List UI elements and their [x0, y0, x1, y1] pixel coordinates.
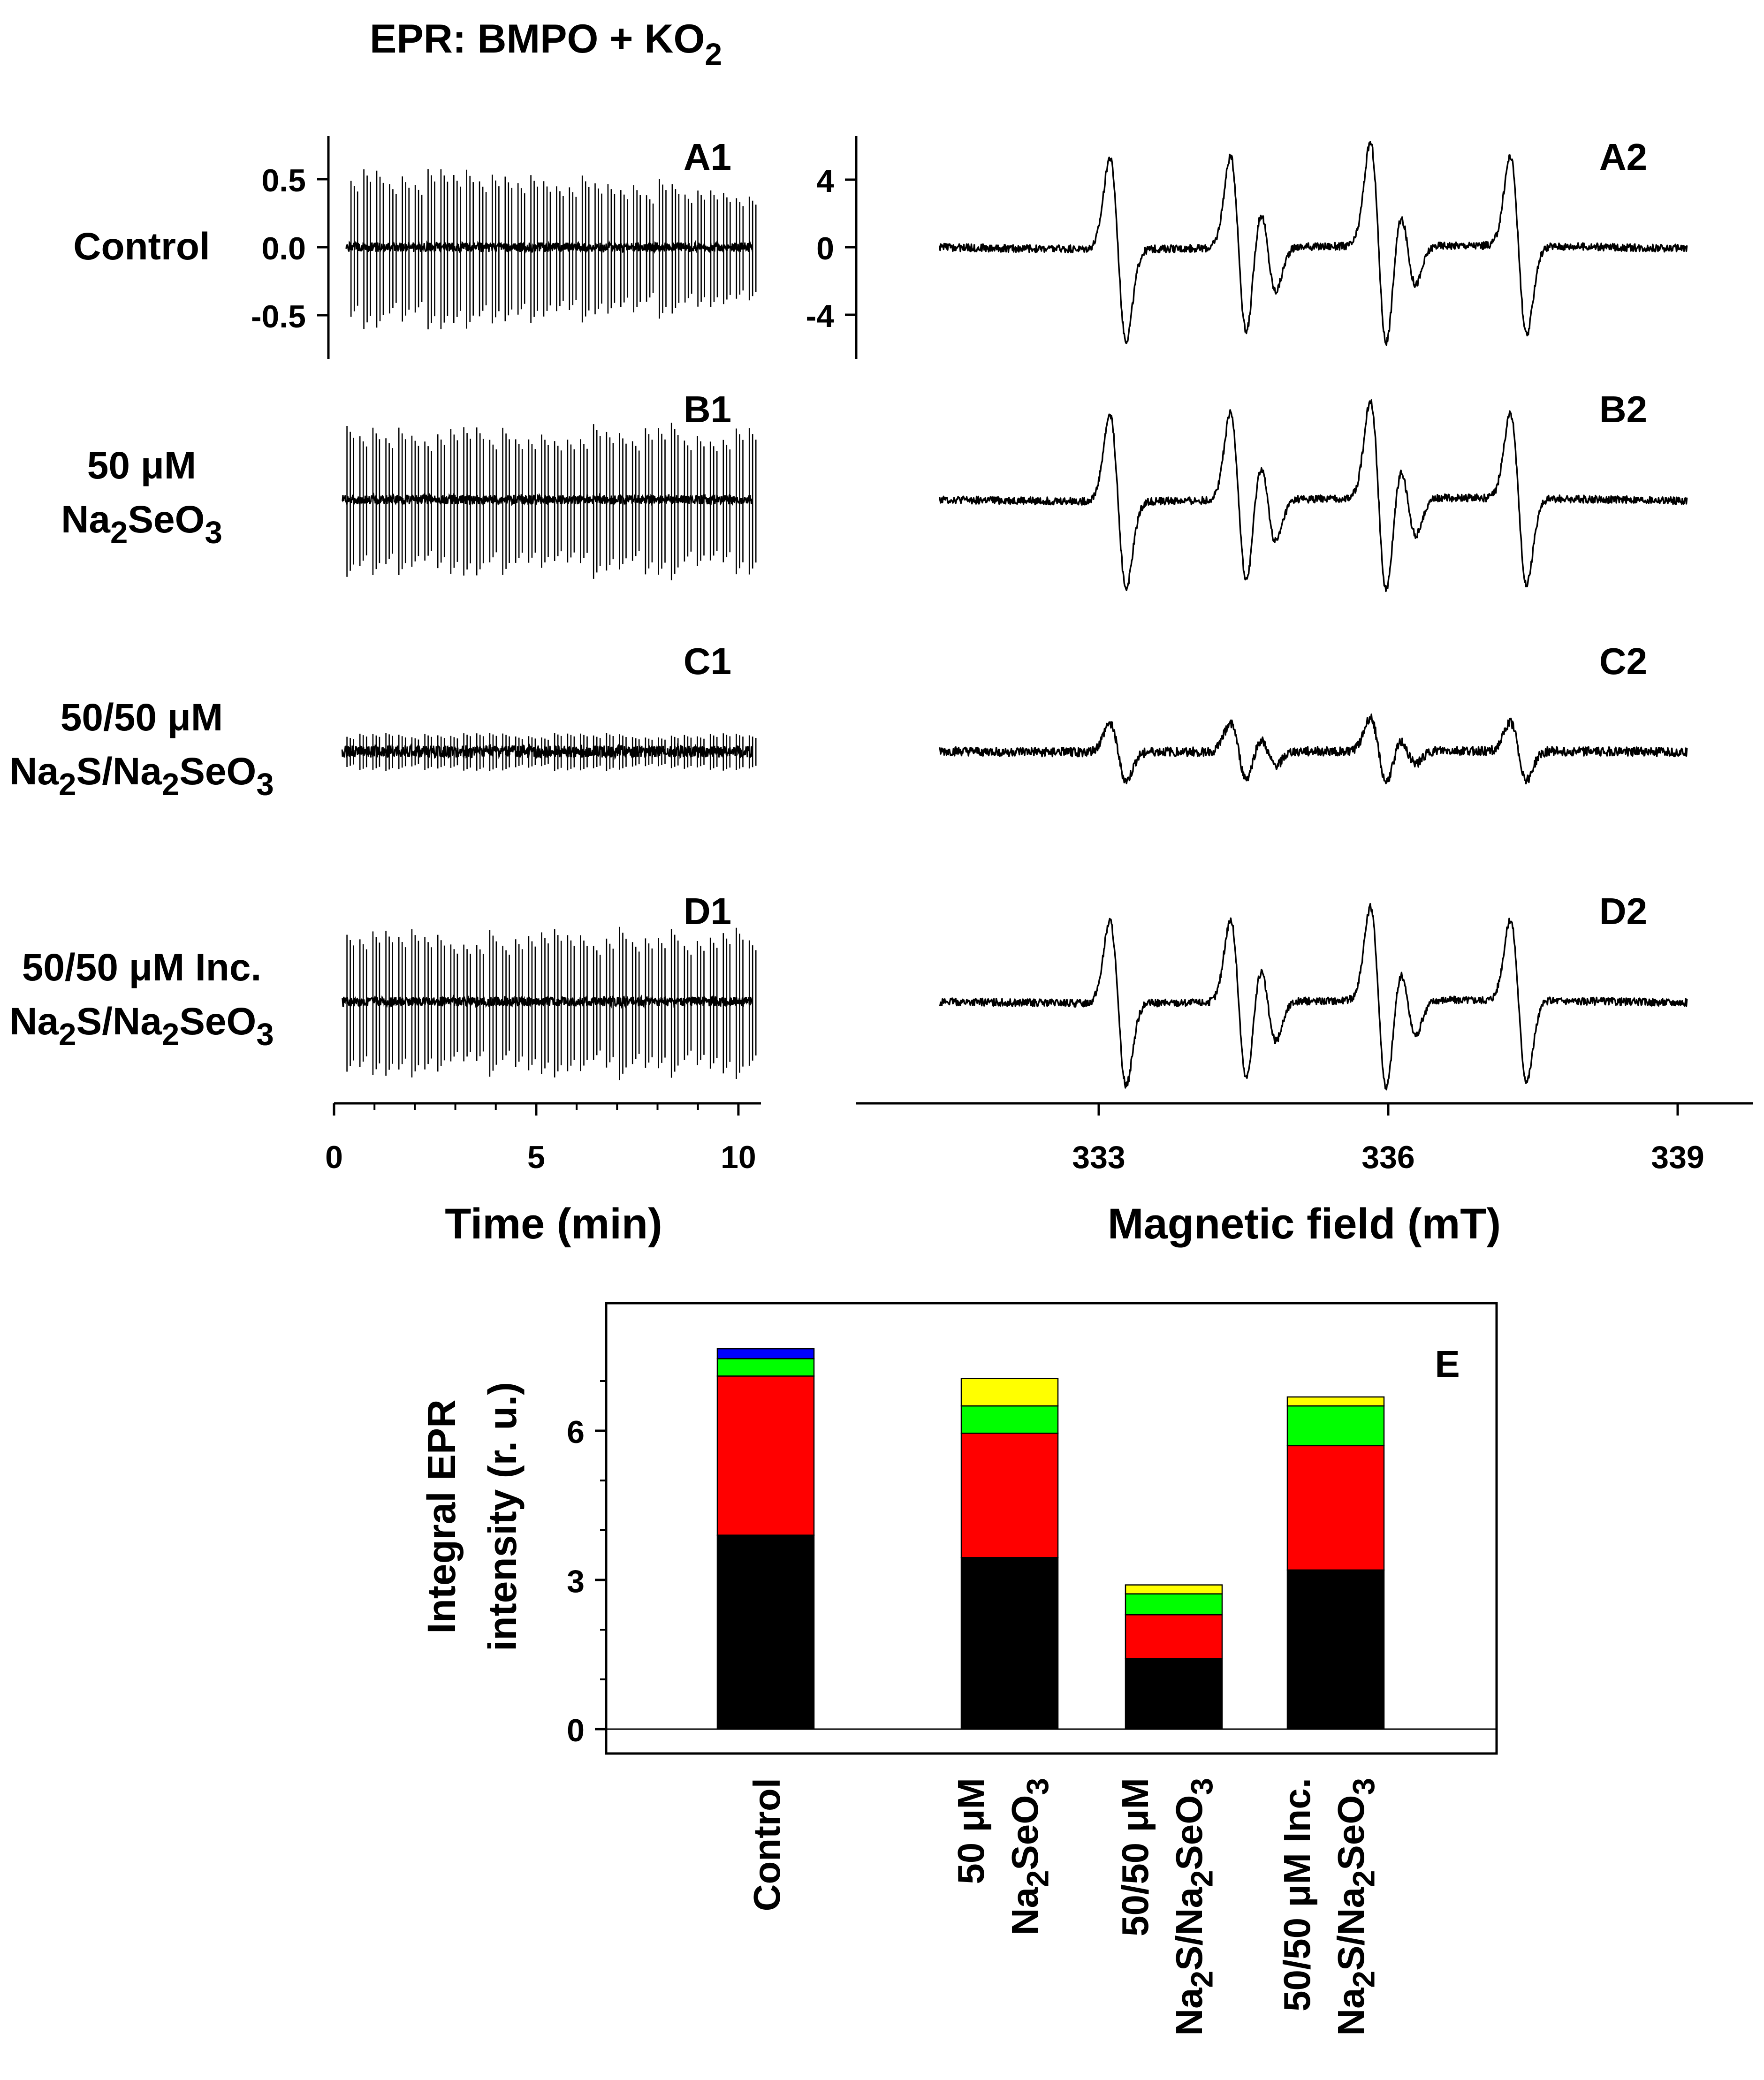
time-x-axis-label: Time (min)	[445, 1200, 662, 1248]
time-traces-panel: 0.5 0.0 -0.5 A1 B1 C1 D1 0 5 10 Time (min)	[251, 136, 761, 1248]
field-x-tick-label: 336	[1361, 1139, 1414, 1175]
bar-category-label-1-line1: Control	[746, 1778, 788, 1911]
field-x-tick-label: 333	[1072, 1139, 1125, 1175]
panel-label-b2: B2	[1599, 388, 1647, 430]
panel-label-c1: C1	[684, 640, 731, 682]
time-x-tick-label: 10	[721, 1139, 756, 1175]
bar-segment-black-2	[960, 1557, 1059, 1730]
bar-segment-green-2	[960, 1405, 1059, 1434]
field-y-tick-label: 0	[816, 231, 834, 266]
row-label-d-line1: 50/50 μM Inc.	[22, 946, 262, 989]
bar-segment-red-2	[960, 1433, 1059, 1558]
bar-plot-frame	[605, 1302, 1498, 1755]
bar-segment-black-3	[1125, 1658, 1223, 1730]
bar-segment-red-1	[716, 1375, 815, 1536]
row-label-b-line1: 50 μM	[87, 444, 196, 487]
bar-category-label-3-line2: Na2S/Na2SeO3	[1168, 1778, 1219, 2036]
field-spectrum-b2	[939, 399, 1688, 592]
bar-category-label-4-line2: Na2S/Na2SeO3	[1330, 1778, 1381, 2036]
panel-label-c2: C2	[1599, 640, 1647, 682]
field-spectra-panel: 4 0 -4 A2 B2 C2 D2 333 336 339 Magnetic field (mT)	[806, 136, 1753, 1248]
row-label-c-line2: Na2S/Na2SeO3	[9, 750, 274, 802]
bar-y-tick-label: 3	[567, 1564, 585, 1599]
bar-segment-blue-1	[716, 1348, 815, 1359]
bar-y-tick-label: 0	[567, 1713, 585, 1748]
bar-category-label-2-line1: 50 μM	[950, 1778, 992, 1884]
row-label-c-line1: 50/50 μM	[61, 696, 223, 739]
panel-label-d2: D2	[1599, 890, 1647, 932]
bar-y-axis-label-line2: intensity (r. u.)	[480, 1382, 525, 1651]
bar-chart-panel: 0 3 6 Integral EPR intensity (r. u.) E Control…	[419, 1302, 1498, 2036]
field-x-axis-label: Magnetic field (mT)	[1108, 1200, 1501, 1248]
bar-segment-black-1	[716, 1534, 815, 1730]
field-spectrum-d2	[939, 903, 1688, 1091]
field-x-tick-label: 339	[1651, 1139, 1704, 1175]
panel-label-e: E	[1435, 1343, 1460, 1385]
panel-label-b1: B1	[684, 388, 731, 430]
figure-title: EPR: BMPO + KO2	[370, 16, 722, 71]
time-x-tick-label: 5	[527, 1139, 545, 1175]
panel-label-a1: A1	[684, 136, 731, 178]
field-spectrum-c2	[939, 714, 1688, 785]
bar-segment-green-1	[716, 1358, 815, 1377]
time-trace-spikes-b1	[346, 423, 757, 581]
time-trace-spikes-a1	[350, 169, 757, 330]
field-spectrum-a2	[939, 141, 1688, 346]
field-y-tick-label: 4	[816, 163, 834, 199]
time-trace-spikes-d1	[346, 926, 757, 1080]
time-y-tick-label: -0.5	[251, 299, 306, 334]
bar-segment-red-3	[1125, 1614, 1223, 1659]
bar-segment-yellow-3	[1125, 1584, 1223, 1594]
row-labels: Control 50 μM Na2SeO3 50/50 μM Na2S/Na2SeO3 5…	[9, 225, 274, 1052]
time-y-tick-label: 0.0	[261, 231, 306, 266]
field-y-tick-label: -4	[806, 298, 835, 334]
bar-category-label-2-line2: Na2SeO3	[1004, 1778, 1055, 1935]
bar-segment-yellow-2	[960, 1378, 1059, 1407]
panel-label-a2: A2	[1599, 136, 1647, 178]
bar-segment-green-4	[1286, 1405, 1385, 1447]
row-label-a-line1: Control	[73, 225, 210, 268]
bar-category-label-4-line1: 50/50 μM Inc.	[1276, 1778, 1318, 2012]
time-x-tick-label: 0	[325, 1139, 343, 1175]
bar-segment-yellow-4	[1286, 1396, 1385, 1407]
bar-segment-red-4	[1286, 1445, 1385, 1571]
bar-y-axis-label-line1: Integral EPR	[419, 1399, 464, 1633]
bar-category-label-3-line1: 50/50 μM	[1114, 1778, 1156, 1936]
row-label-d-line2: Na2S/Na2SeO3	[9, 1000, 274, 1052]
bar-segment-green-3	[1125, 1593, 1223, 1616]
panel-label-d1: D1	[684, 890, 731, 932]
bar-y-tick-label: 6	[567, 1414, 585, 1450]
time-y-tick-label: 0.5	[261, 163, 306, 198]
bar-segment-black-4	[1286, 1569, 1385, 1730]
row-label-b-line2: Na2SeO3	[61, 498, 222, 550]
time-trace-spikes-c1	[346, 733, 757, 771]
